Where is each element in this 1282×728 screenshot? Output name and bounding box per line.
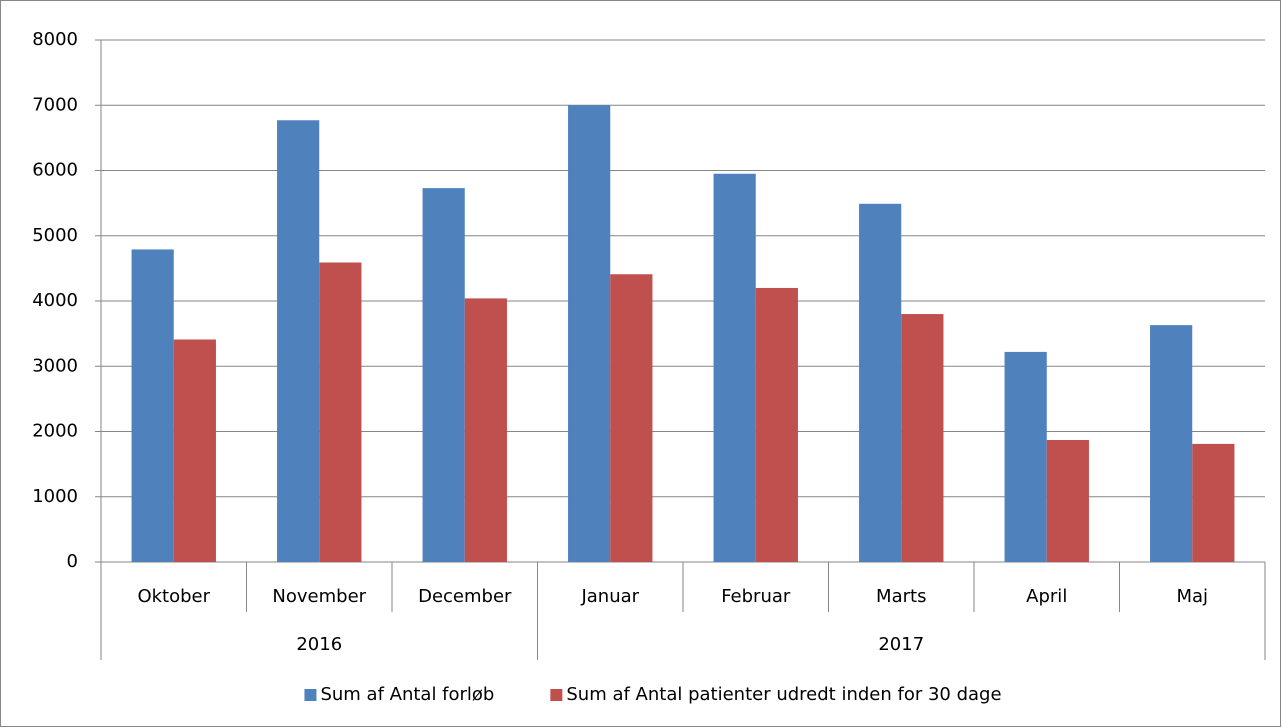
y-tick-label: 3000 [32,355,78,376]
bar [422,188,465,562]
legend-label: Sum af Antal patienter udredt inden for … [566,684,1001,705]
bar [1192,443,1235,562]
bar [610,274,653,562]
legend-swatch [550,689,563,701]
legend-swatch [304,689,317,701]
bar [1046,439,1089,562]
x-tick-label: December [418,586,512,607]
legend-label: Sum af Antal forløb [320,684,494,705]
bar [464,298,507,562]
y-tick-label: 8000 [32,29,78,50]
bar [713,173,756,562]
x-tick-label: Februar [721,586,791,607]
group-label: 2016 [296,634,342,655]
y-tick-label: 5000 [32,225,78,246]
y-tick-label: 1000 [32,486,78,507]
y-tick-label: 6000 [32,160,78,181]
x-tick-label: Maj [1176,586,1208,607]
bar [901,314,944,562]
y-tick-label: 0 [67,551,78,572]
group-label: 2017 [878,634,924,655]
y-tick-label: 7000 [32,94,78,115]
bar [1150,325,1193,562]
bar [277,120,320,562]
bar [859,203,902,562]
bar [319,262,362,562]
bar [173,339,216,562]
bar [1004,351,1047,562]
x-tick-label: Januar [580,586,639,607]
bar [568,105,611,562]
y-tick-label: 2000 [32,421,78,442]
x-tick-label: Oktober [137,586,210,607]
bar [131,249,174,562]
x-tick-label: Marts [876,586,926,607]
x-tick-label: April [1026,586,1067,607]
bar [755,287,798,562]
x-tick-label: November [272,586,366,607]
y-tick-label: 4000 [32,290,78,311]
